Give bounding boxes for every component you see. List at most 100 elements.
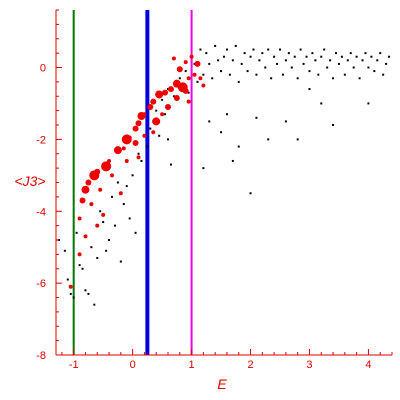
black-point [264,66,267,69]
red-point [183,60,188,65]
red-point [142,133,147,138]
black-point [305,55,308,58]
black-point [258,59,261,62]
x-axis-label: E [217,376,227,392]
black-point [128,217,131,220]
black-point [343,73,346,76]
red-point [176,66,183,73]
red-point [152,117,161,126]
y-tick-label: -2 [36,134,46,146]
black-point [281,73,284,76]
black-point [267,138,270,141]
black-point [299,48,302,51]
red-point [94,168,101,175]
black-point [255,73,258,76]
black-point [284,120,287,123]
black-point [376,59,379,62]
black-point [75,231,78,234]
black-point [284,59,287,62]
red-point [124,158,129,163]
black-point [113,224,116,227]
red-point [89,202,94,207]
x-tick-label: 4 [365,359,371,371]
red-point [77,216,82,221]
red-point [113,146,122,155]
black-point [237,145,240,148]
black-point [161,98,164,101]
black-point [293,55,296,58]
black-points [57,44,391,306]
black-point [246,70,249,73]
red-point [107,158,112,163]
black-point [164,113,167,116]
black-point [332,77,335,80]
black-point [155,109,158,112]
red-point [135,120,142,127]
black-point [308,70,311,73]
red-point [98,187,103,192]
black-point [355,55,358,58]
black-point [385,62,388,65]
black-point [388,55,391,58]
black-point [267,48,270,51]
black-point [199,48,202,51]
black-point [314,59,317,62]
black-point [111,195,113,198]
black-point [116,181,119,184]
black-point [63,249,66,252]
red-point [162,89,169,96]
black-point [370,55,373,58]
red-point [186,99,191,104]
black-point [217,59,220,62]
black-point [84,289,87,292]
black-point [261,52,264,55]
black-point [134,231,137,234]
black-point [202,167,205,170]
black-point [69,292,72,295]
black-point [302,62,305,65]
black-point [255,116,258,119]
black-point [137,152,140,155]
black-point [131,174,134,177]
black-point [122,203,125,206]
red-point [81,185,90,194]
black-point [158,134,161,137]
black-point [96,256,99,259]
black-point [337,62,340,65]
black-point [90,246,93,249]
black-point [296,138,299,141]
black-point [225,113,228,116]
black-point [228,73,231,76]
red-point [127,135,132,140]
black-point [308,88,311,91]
black-point [323,48,326,51]
red-point [165,104,171,111]
black-point [231,59,234,62]
red-point [118,191,123,196]
red-point [121,146,126,151]
red-point [77,252,82,257]
black-point [358,77,361,80]
black-point [311,52,314,55]
black-point [78,264,81,267]
red-point [160,112,165,117]
black-point [364,52,367,55]
red-point [68,284,73,289]
red-point [150,98,157,105]
black-point [317,73,320,76]
black-point [367,102,370,105]
black-point [211,77,214,80]
black-point [249,55,252,58]
black-point [202,73,205,76]
red-point [167,86,174,93]
black-point [379,52,382,55]
y-tick-label: -4 [36,206,46,218]
y-tick-label: -6 [36,278,46,290]
red-point [173,95,180,102]
black-point [249,192,252,195]
black-point [349,52,352,55]
black-point [214,44,217,47]
black-point [178,77,181,80]
black-point [108,239,111,241]
black-point [361,59,364,62]
